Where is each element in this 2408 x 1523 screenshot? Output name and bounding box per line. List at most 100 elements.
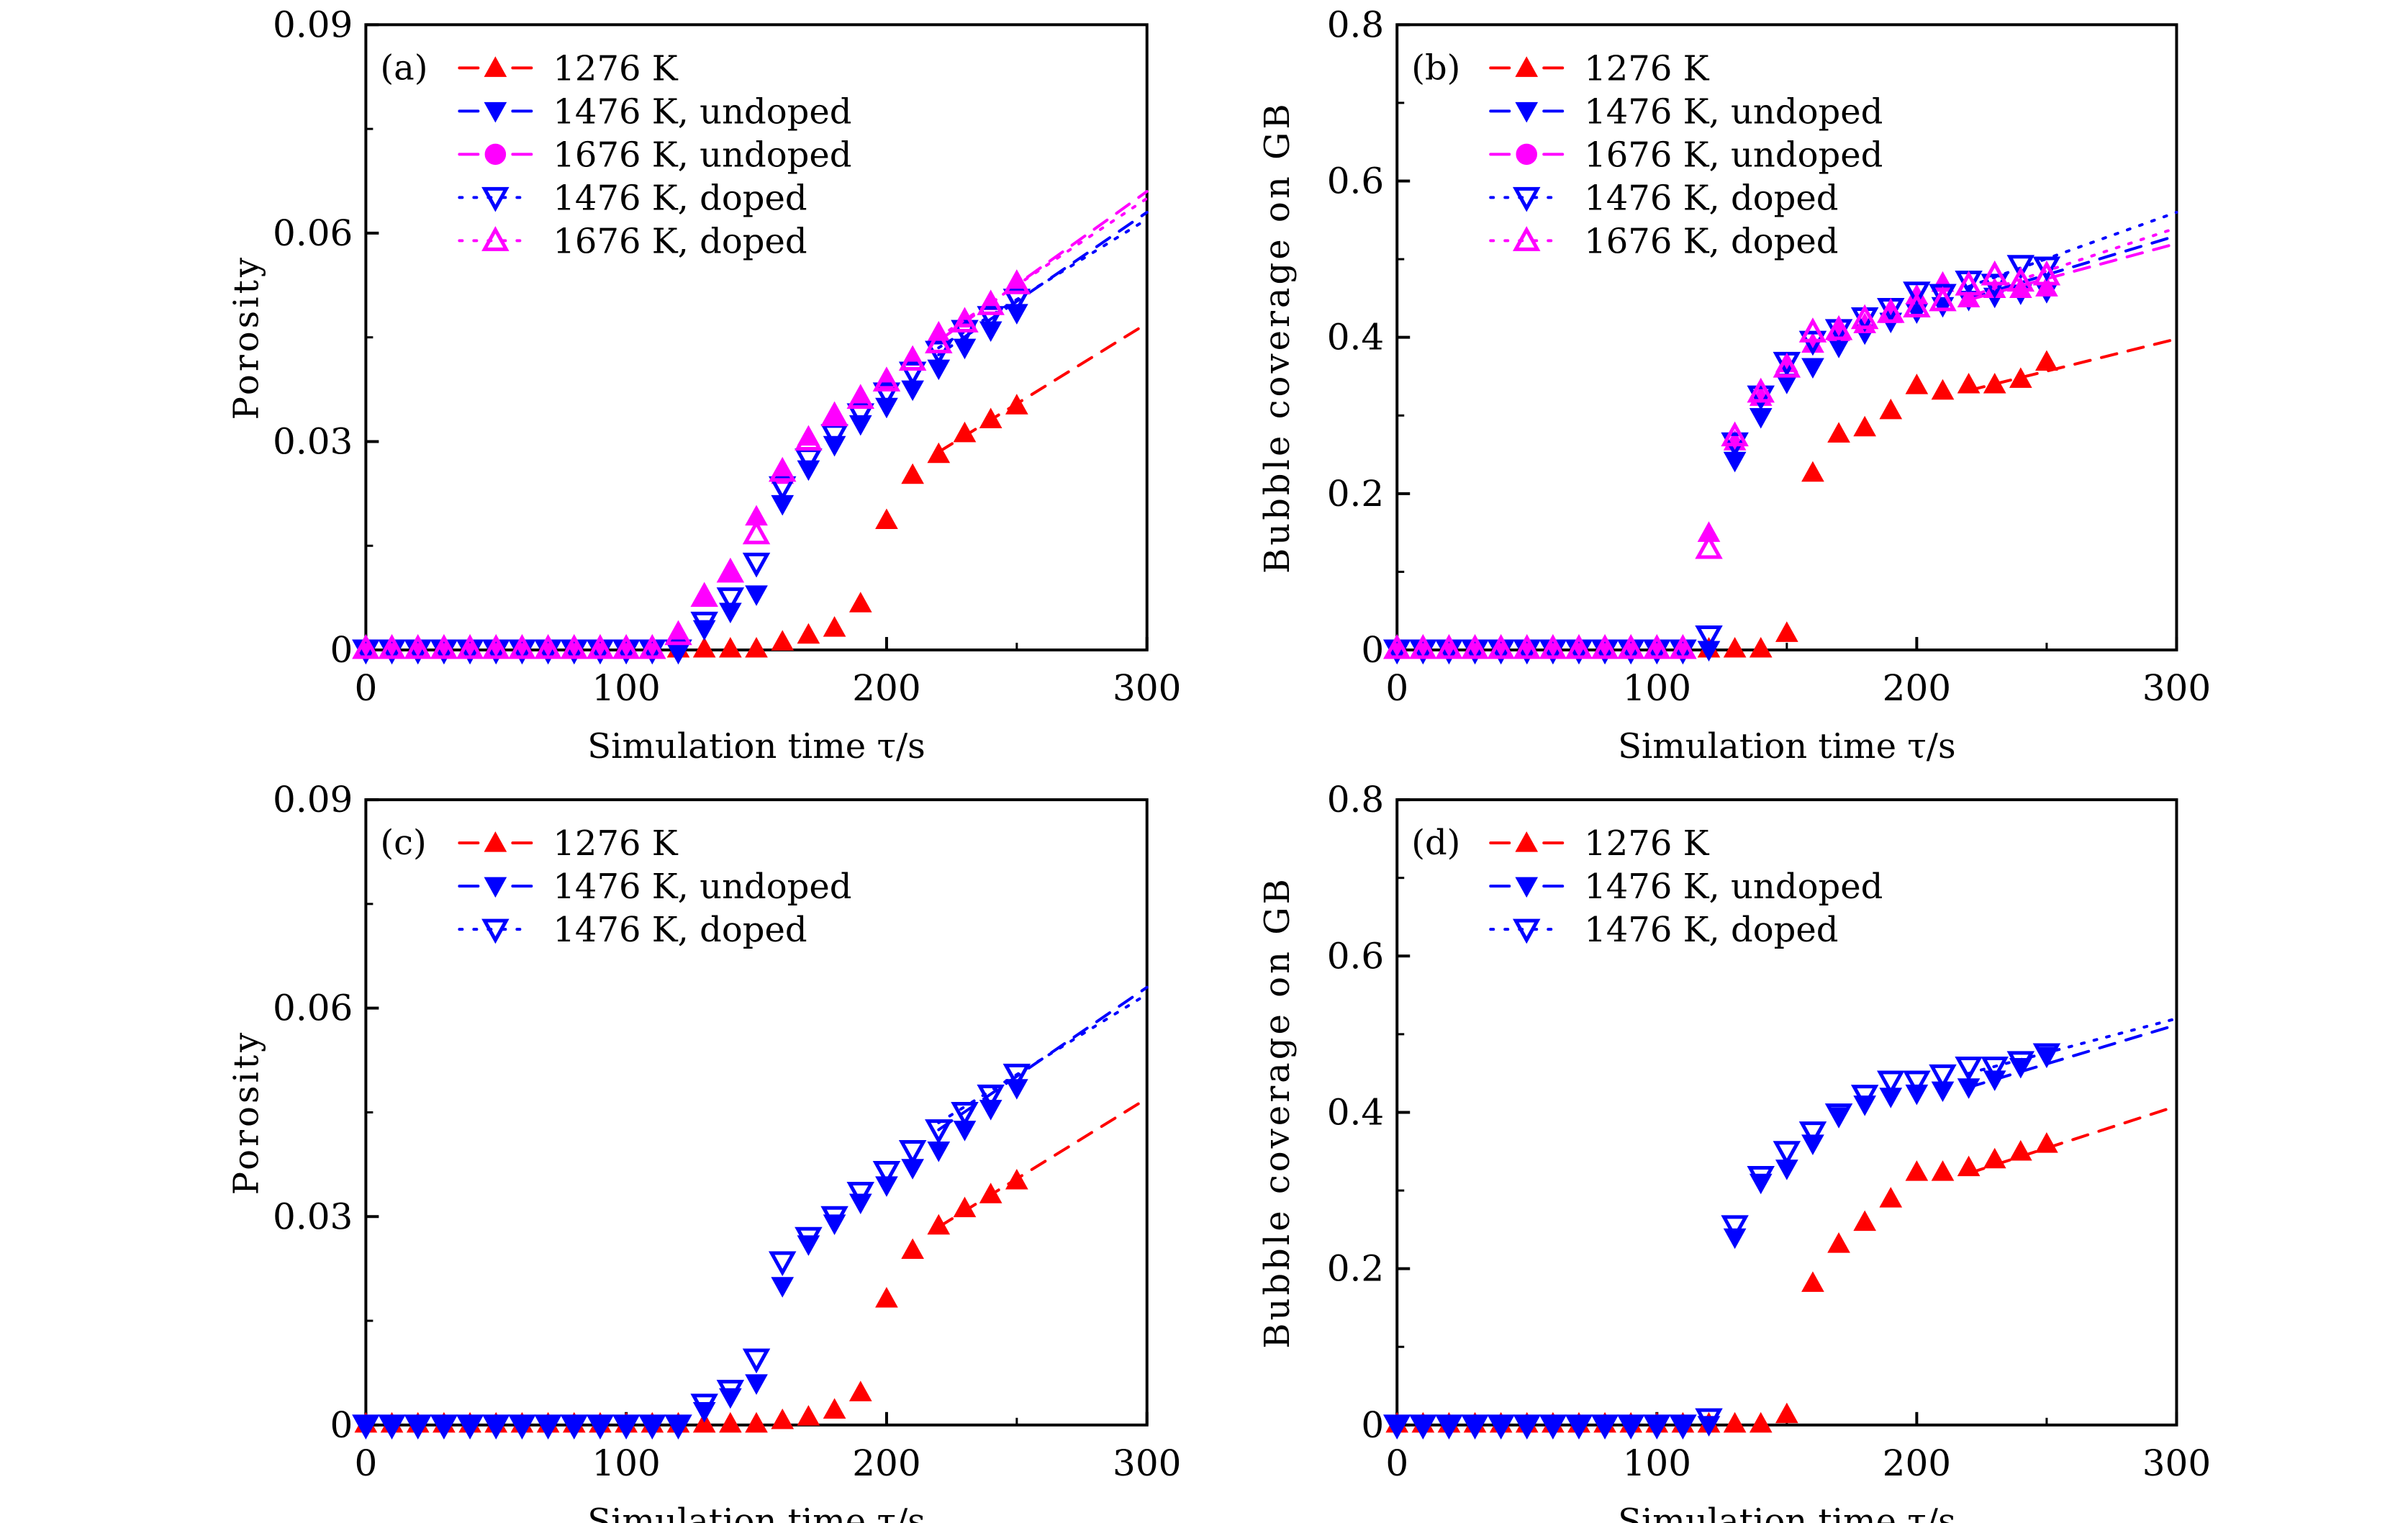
series-s1476u [354,985,1149,1437]
data-point [901,463,924,484]
data-point [1903,281,1931,307]
legend-marker [1512,186,1541,212]
data-point [1461,1414,1489,1440]
legend-marker [1516,143,1537,166]
panel-c: 0 100 200 300 0 0.03 0.06 0.09 Simulation time τ… [226,779,1181,1523]
data-point [951,307,979,333]
legend-label: 1676 K, undoped [1584,135,1883,175]
legend-entry: 1276 K [458,48,679,89]
data-point [1409,633,1437,659]
x-tick-label: 0 [354,1442,377,1484]
y-tick-label: 0.2 [1327,1248,1385,1290]
data-point [1002,1063,1031,1089]
legend-label: 1676 K, doped [553,221,807,261]
data-point [1669,633,1697,659]
fit-line [1967,1017,2178,1075]
series-s1476u [1385,234,2178,662]
data-point [927,1214,951,1235]
data-point [979,321,1002,343]
data-point [977,290,1005,315]
x-tick-label: 100 [1623,1442,1691,1484]
data-point [979,1183,1002,1203]
data-point [456,1414,484,1440]
data-point [1824,1103,1853,1129]
y-tick-label: 0 [1361,629,1384,671]
y-tick-label: 0.03 [273,420,353,462]
x-tick-label: 300 [2142,1442,2211,1484]
data-point [977,306,1005,331]
data-point [1616,633,1645,659]
legend-label: 1476 K, doped [1584,910,1838,950]
legend-marker [1515,877,1539,898]
data-point [1853,415,1877,437]
data-point [690,1393,718,1419]
data-point [771,630,795,651]
series-s1476d [1382,210,2178,665]
x-tick-label: 200 [1883,1442,1951,1484]
data-point [2009,1139,2032,1161]
data-point [1931,1081,1955,1103]
data-point [378,1414,406,1440]
y-tick-label: 0.6 [1327,161,1385,202]
legend-entry: 1476 K, undoped [1489,91,1883,132]
data-point [560,633,589,659]
x-tick-label: 100 [592,667,660,709]
data-point [664,1414,692,1440]
y-tick-label: 0.09 [273,779,353,821]
data-point [977,1084,1005,1110]
data-point [1749,637,1773,658]
data-point [692,637,716,658]
legend-entry: 1676 K, undoped [1489,135,1883,175]
data-point [719,637,742,658]
data-point [586,633,615,659]
data-point [2032,256,2061,282]
data-point [1513,1414,1542,1440]
legend-entry: 1476 K, doped [458,178,807,218]
data-point [1616,1414,1645,1440]
data-point [795,1226,823,1252]
data-point [1487,1414,1515,1440]
data-point [1695,1408,1723,1434]
legend-entry: 1476 K, doped [1489,178,1839,218]
data-point [872,1161,901,1186]
data-point [1801,358,1824,379]
data-point [430,633,458,659]
legend-entry: 1676 K, undoped [458,135,851,175]
data-point [1929,286,1957,312]
data-point [1643,633,1671,659]
data-point [1539,633,1567,659]
y-tick-label: 0.4 [1327,317,1385,358]
x-axis-label: Simulation time τ/s [1618,726,1956,767]
data-point [1005,394,1028,415]
series-s1476u [354,210,1149,662]
legend-entry: 1276 K [458,823,679,864]
data-point [848,1380,872,1401]
data-point [795,425,823,451]
legend-marker [484,877,507,898]
data-point [927,442,951,464]
data-point [1981,1056,2009,1082]
legend-entry: 1676 K, doped [458,221,807,261]
data-point [638,1414,666,1440]
data-point [1643,1414,1671,1440]
y-tick-label: 0 [1361,1404,1384,1446]
y-axis-label: Porosity [226,255,266,420]
y-tick-label: 0.2 [1327,473,1385,515]
data-point [745,585,768,606]
data-point [1695,533,1723,559]
data-point [1931,1160,1955,1181]
data-point [768,1251,797,1277]
data-point [1850,1085,1879,1110]
data-point [2006,1051,2035,1077]
fit-line [937,322,1149,453]
data-point [1002,289,1031,314]
y-axis-label: Porosity [226,1030,266,1195]
data-point [482,633,510,659]
series-s1476d [1382,1017,2178,1440]
data-point [1801,461,1824,482]
data-point [1879,398,1903,420]
data-point [664,620,692,646]
data-point [951,1101,979,1127]
data-point [1905,374,1929,394]
data-point [1435,1414,1463,1440]
